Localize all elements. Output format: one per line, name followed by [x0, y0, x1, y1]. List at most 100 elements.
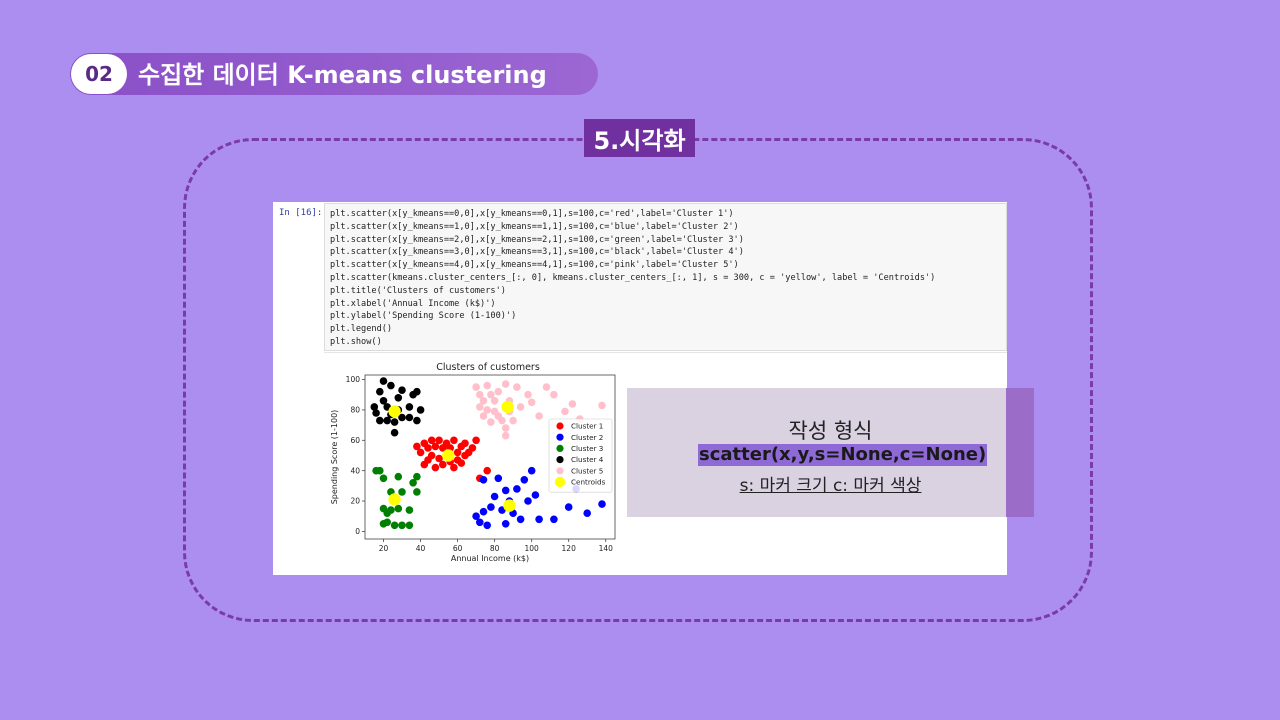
point-cluster-5 [550, 390, 558, 399]
point-cluster-5 [487, 418, 495, 426]
point-cluster-1 [457, 459, 466, 467]
legend-label: Cluster 3 [571, 444, 603, 453]
point-cluster-5 [472, 383, 480, 391]
point-cluster-5 [490, 397, 499, 405]
point-cluster-1 [435, 436, 443, 445]
code-line: plt.scatter(x[y_kmeans==3,0],x[y_kmeans=… [330, 247, 744, 258]
y-tick-label: 40 [350, 466, 360, 475]
point-cluster-3 [390, 521, 399, 530]
x-tick-label: 40 [416, 544, 426, 553]
section-label: 5.시각화 [584, 119, 695, 157]
code-line: plt.ylabel('Spending Score (1-100)') [330, 311, 517, 322]
code-line: plt.scatter(x[y_kmeans==4,0],x[y_kmeans=… [330, 260, 739, 271]
code-line: plt.scatter(x[y_kmeans==1,0],x[y_kmeans=… [330, 221, 739, 232]
point-cluster-2 [527, 466, 536, 475]
point-cluster-4 [398, 386, 406, 394]
legend-label: Cluster 1 [571, 422, 603, 431]
code-line: plt.title('Clusters of customers') [330, 285, 506, 296]
point-cluster-5 [479, 397, 488, 405]
point-cluster-4 [413, 416, 421, 425]
point-cluster-2 [490, 492, 499, 501]
slide-title: 수집한 데이터 K-means clustering [138, 61, 547, 89]
point-cluster-1 [413, 442, 421, 451]
point-cluster-5 [509, 416, 517, 425]
point-centroids [503, 499, 516, 512]
point-cluster-5 [524, 390, 532, 399]
point-cluster-4 [390, 418, 399, 426]
code-line: plt.xlabel('Annual Income (k$)') [330, 298, 496, 309]
point-cluster-1 [472, 436, 480, 445]
point-cluster-1 [427, 451, 436, 460]
point-centroids [442, 449, 455, 462]
point-cluster-2 [516, 515, 525, 524]
point-cluster-4 [394, 394, 403, 402]
point-cluster-5 [527, 398, 536, 407]
point-cluster-2 [524, 497, 532, 505]
point-cluster-5 [476, 403, 484, 411]
point-cluster-5 [501, 380, 510, 388]
point-cluster-4 [370, 403, 379, 411]
cell-prompt: In [16]: [279, 208, 323, 218]
point-cluster-3 [383, 509, 391, 517]
x-tick-label: 60 [453, 544, 463, 553]
point-cluster-2 [520, 476, 529, 484]
point-cluster-2 [479, 507, 488, 516]
point-cluster-4 [390, 428, 399, 437]
point-cluster-3 [405, 521, 414, 530]
section-number-badge: 02 [71, 54, 127, 94]
x-tick-label: 100 [525, 544, 540, 553]
point-cluster-2 [501, 486, 510, 495]
point-cluster-4 [383, 416, 391, 425]
point-cluster-5 [476, 390, 484, 399]
info-title: 작성 형식 [788, 419, 873, 443]
legend-label: Cluster 5 [571, 466, 603, 475]
legend-marker [554, 476, 566, 488]
point-cluster-5 [483, 381, 491, 390]
point-cluster-2 [531, 491, 540, 499]
point-cluster-1 [450, 463, 458, 472]
point-cluster-3 [379, 520, 388, 528]
point-cluster-5 [598, 401, 606, 410]
chart-title: Clusters of customers [436, 362, 540, 373]
info-box-accent [1006, 388, 1034, 517]
code-editor[interactable]: plt.scatter(x[y_kmeans==0,0],x[y_kmeans=… [324, 203, 1007, 351]
y-axis-label: Spending Score (1-100) [330, 410, 339, 505]
point-cluster-1 [468, 444, 477, 452]
point-cluster-5 [568, 400, 577, 408]
plot-axes-frame [364, 374, 616, 540]
code-line: plt.legend() [330, 324, 393, 335]
info-formula: scatter(x,y,s=None,c=None) [698, 444, 988, 466]
point-cluster-5 [483, 406, 491, 414]
point-cluster-5 [513, 383, 521, 391]
point-cluster-1 [431, 463, 440, 472]
point-cluster-1 [416, 448, 425, 457]
point-cluster-2 [483, 521, 491, 530]
point-cluster-3 [405, 506, 414, 514]
point-cluster-2 [479, 476, 488, 484]
y-tick-label: 100 [346, 375, 361, 384]
scatter-plot: Clusters of customers 20 40 60 80 100 120 140 … [330, 362, 616, 563]
point-cluster-3 [379, 474, 388, 483]
point-cluster-2 [598, 500, 606, 508]
point-cluster-4 [416, 406, 425, 414]
point-cluster-5 [516, 403, 525, 411]
point-cluster-2 [472, 512, 480, 520]
point-cluster-2 [501, 520, 510, 528]
point-cluster-2 [564, 503, 573, 511]
point-cluster-4 [376, 416, 384, 425]
point-cluster-3 [394, 504, 403, 513]
point-cluster-1 [450, 436, 458, 445]
point-cluster-1 [424, 444, 432, 452]
point-cluster-1 [427, 436, 436, 445]
code-line: plt.scatter(x[y_kmeans==0,0],x[y_kmeans=… [330, 209, 734, 219]
point-cluster-2 [494, 474, 503, 483]
point-cluster-3 [398, 488, 406, 496]
info-box: 작성 형식 scatter(x,y,s=None,c=None) s: 마커 크… [627, 388, 1034, 517]
point-cluster-3 [376, 466, 384, 475]
legend-marker [556, 467, 564, 475]
point-cluster-5 [501, 424, 510, 432]
point-cluster-4 [405, 413, 414, 422]
point-cluster-1 [435, 454, 443, 463]
point-cluster-1 [420, 460, 429, 469]
point-cluster-5 [501, 431, 510, 440]
